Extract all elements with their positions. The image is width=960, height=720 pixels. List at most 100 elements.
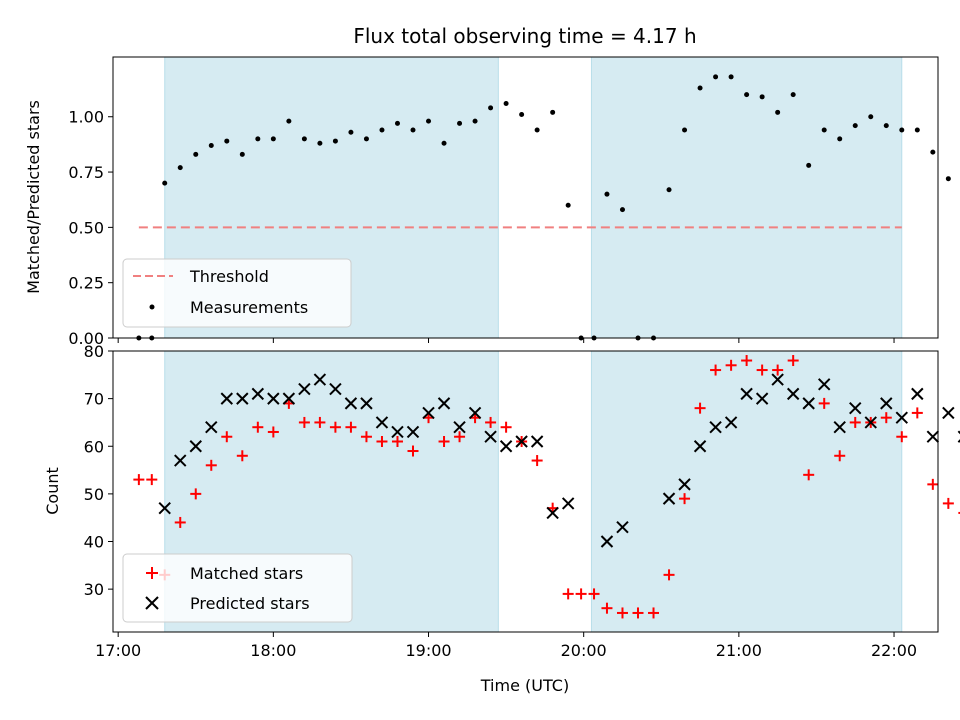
measurement-point: [945, 176, 951, 182]
matched-stars-point: [531, 455, 543, 467]
matched-stars-point: [407, 445, 419, 457]
matched-stars-point: [648, 607, 660, 619]
predicted-stars-point: [942, 406, 955, 420]
measurement-point: [550, 109, 556, 115]
measurement-point: [332, 138, 338, 144]
matched-stars-point: [616, 607, 628, 619]
measurement-point: [410, 127, 416, 133]
measurement-point: [457, 120, 463, 126]
measurement-point: [286, 118, 292, 124]
predicted-stars-point: [616, 521, 629, 534]
predicted-stars-point: [251, 387, 265, 401]
predicted-stars-point: [499, 440, 513, 453]
matched-stars-point: [252, 421, 264, 433]
measurement-point: [837, 136, 843, 142]
matched-stars-point: [849, 416, 861, 428]
matched-stars-point: [927, 478, 939, 490]
matched-stars-point: [376, 435, 388, 447]
measurements-points: [136, 74, 951, 341]
measurement-point: [930, 149, 936, 155]
measurement-point: [348, 129, 354, 135]
matched-stars-point: [787, 355, 799, 367]
measurement-point: [488, 105, 494, 111]
y-tick-label: 30: [84, 580, 104, 599]
predicted-stars-point: [422, 406, 435, 420]
matched-stars-point: [756, 364, 768, 376]
y-tick-label: 1.00: [68, 108, 104, 127]
measurement-point: [790, 92, 796, 98]
measurement-point: [852, 123, 858, 129]
measurement-point: [883, 123, 889, 129]
predicted-stars-point: [771, 373, 784, 386]
measurement-point: [224, 138, 230, 144]
matched-stars-point: [818, 397, 830, 409]
top-legend-box: [122, 258, 352, 328]
predicted-stars-point: [709, 420, 722, 434]
predicted-stars-point: [329, 382, 342, 396]
measurement-point: [177, 165, 183, 171]
matched-stars-point: [896, 431, 908, 443]
matched-stars-point: [803, 469, 815, 481]
predicted-stars-point: [724, 416, 738, 429]
shaded-span: [590, 350, 903, 633]
y-tick-label: 0.25: [68, 274, 104, 293]
matched-stars-point: [360, 431, 372, 443]
shaded-span: [590, 56, 903, 339]
x-axis-label: Time (UTC): [480, 676, 569, 695]
measurement-point: [270, 136, 276, 142]
matched-stars-point: [725, 359, 737, 371]
predicted-stars-point: [360, 397, 373, 410]
matched-stars-point: [911, 407, 923, 419]
predicted-stars-point: [298, 382, 311, 396]
matched-stars-point: [146, 474, 158, 486]
predicted-stars-point: [453, 420, 466, 434]
matched-stars-point: [267, 426, 279, 438]
x-tick-label: 20:00: [561, 641, 607, 660]
top-legend: Threshold Measurements: [122, 258, 352, 328]
matched-stars-point: [454, 431, 466, 443]
measurement-point: [604, 191, 610, 197]
predicted-stars-point: [205, 420, 218, 434]
measurement-point: [519, 112, 525, 118]
matched-stars-point: [133, 474, 145, 486]
predicted-legend-marker: [145, 596, 159, 610]
predicted-legend-label: Predicted stars: [190, 594, 310, 613]
measurement-point: [239, 151, 245, 157]
measurements-legend-marker: [149, 304, 155, 310]
predicted-stars-point: [546, 506, 559, 520]
measurement-point: [193, 151, 199, 157]
predicted-stars-point: [864, 416, 877, 429]
matched-stars-point: [391, 435, 403, 447]
measurement-point: [317, 140, 323, 146]
matched-stars-point: [438, 435, 450, 447]
predicted-stars-point: [786, 387, 800, 401]
top-panel: 0.00 0.25 0.50 0.75 1.00 Matched/Predicted s…: [24, 56, 951, 348]
matched-stars-point: [694, 402, 706, 414]
count-points: [133, 355, 960, 619]
x-tick-label: 18:00: [250, 641, 296, 660]
predicted-stars-point: [468, 406, 482, 420]
matched-stars-point: [174, 516, 186, 528]
matched-stars-point: [562, 588, 574, 600]
predicted-stars-point: [530, 435, 544, 448]
measurement-point: [759, 94, 765, 100]
matched-stars-point: [205, 459, 217, 471]
predicted-stars-point: [484, 430, 497, 443]
predicted-stars-point: [437, 397, 451, 410]
bottom-shaded-spans: [164, 350, 903, 633]
y-tick-label: 0.75: [68, 163, 104, 182]
predicted-stars-point: [282, 392, 296, 405]
measurement-point: [426, 118, 432, 124]
predicted-stars-point: [817, 378, 831, 391]
bottom-axes-frame: [112, 350, 939, 633]
measurement-point: [472, 118, 478, 124]
matched-stars-point: [345, 421, 357, 433]
top-x-ticks: [117, 338, 895, 343]
x-tick-label: 22:00: [871, 641, 917, 660]
predicted-stars-point: [313, 373, 327, 386]
x-tick-label: 21:00: [716, 641, 762, 660]
matched-stars-point: [298, 416, 310, 428]
measurement-point: [565, 202, 571, 208]
predicted-stars-point: [174, 454, 187, 467]
measurement-point: [379, 127, 385, 133]
